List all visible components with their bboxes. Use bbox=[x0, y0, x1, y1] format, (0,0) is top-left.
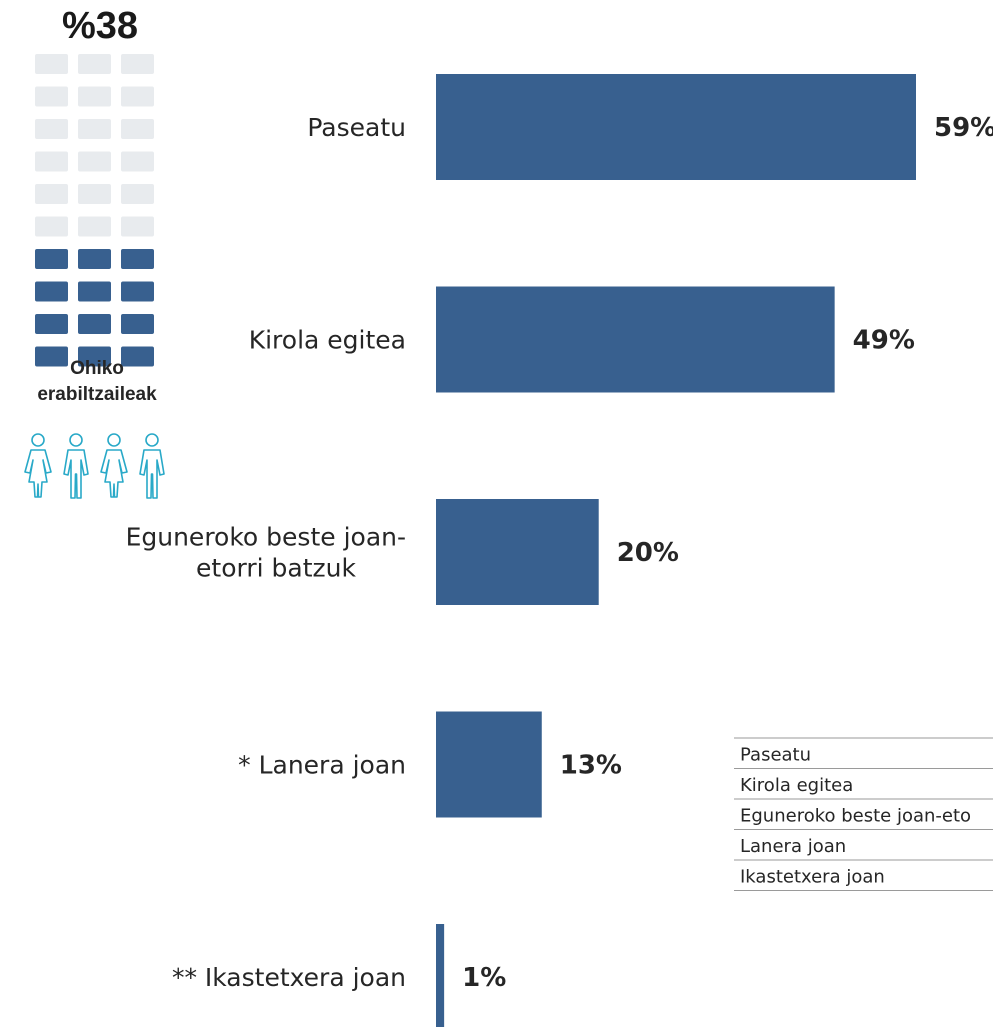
waffle-cell-filled bbox=[121, 346, 154, 367]
woman-icon bbox=[100, 433, 128, 498]
bar-1 bbox=[436, 286, 835, 393]
waffle-cell-empty bbox=[35, 216, 68, 237]
man-icon bbox=[63, 433, 89, 499]
value-label-2: 20% bbox=[617, 538, 679, 568]
category-label-3: * Lanera joan bbox=[238, 751, 406, 780]
waffle-cell-empty bbox=[121, 151, 154, 172]
waffle-cell-filled bbox=[78, 249, 111, 269]
waffle-cell-filled bbox=[35, 249, 68, 269]
waffle-cell-filled bbox=[35, 346, 68, 367]
bar-4 bbox=[436, 924, 445, 1027]
waffle-cell-empty bbox=[35, 86, 68, 107]
bar-chart: 59% Paseatu 49% Kirola egitea 20% Eguneroko b… bbox=[126, 74, 993, 1027]
waffle-cell-filled bbox=[78, 281, 111, 302]
waffle-cell-empty bbox=[35, 54, 68, 74]
waffle-cell-empty bbox=[121, 184, 154, 204]
waffle-grid bbox=[35, 54, 154, 367]
waffle-cell-empty bbox=[78, 184, 111, 204]
waffle-cell-filled bbox=[121, 281, 154, 302]
waffle-cell-empty bbox=[35, 119, 68, 139]
waffle-cell-filled bbox=[121, 314, 154, 334]
table-row-4: Ikastetxera joan bbox=[740, 867, 885, 888]
waffle-cell-empty bbox=[78, 216, 111, 237]
value-label-0: 59% bbox=[934, 113, 993, 143]
category-label-1: Kirola egitea bbox=[249, 326, 406, 355]
woman-icon bbox=[24, 433, 52, 498]
waffle-cell-empty bbox=[121, 119, 154, 139]
table-row-2: Eguneroko beste joan-eto bbox=[740, 806, 971, 827]
percent-label: %38 bbox=[62, 5, 138, 47]
waffle-cell-empty bbox=[78, 151, 111, 172]
caption-line-2: erabiltzaileak bbox=[37, 384, 157, 405]
value-label-4: 1% bbox=[462, 963, 506, 993]
people-icons bbox=[24, 433, 165, 499]
waffle-cell-empty bbox=[35, 151, 68, 172]
waffle-cell-filled bbox=[78, 314, 111, 334]
bar-3 bbox=[436, 711, 542, 818]
waffle-cell-empty bbox=[78, 119, 111, 139]
value-label-3: 13% bbox=[560, 751, 622, 781]
caption-line-1: Ohiko bbox=[70, 358, 124, 379]
waffle-cell-empty bbox=[35, 184, 68, 204]
bar-2 bbox=[436, 499, 599, 605]
waffle-cell-empty bbox=[121, 54, 154, 74]
waffle-cell-filled bbox=[35, 314, 68, 334]
waffle-cell-filled bbox=[121, 249, 154, 269]
category-label-2-line-0: Eguneroko beste joan- bbox=[126, 523, 406, 552]
value-label-1: 49% bbox=[853, 326, 915, 356]
category-label-2-line-1: etorri batzuk bbox=[196, 554, 356, 583]
legend-table: Paseatu Kirola egitea Eguneroko beste joan… bbox=[734, 737, 993, 891]
waffle-cell-filled bbox=[35, 281, 68, 302]
man-icon bbox=[139, 433, 165, 499]
table-row-1: Kirola egitea bbox=[740, 775, 853, 796]
waffle-cell-empty bbox=[121, 86, 154, 107]
category-label-4: ** Ikastetxera joan bbox=[172, 963, 406, 992]
waffle-cell-empty bbox=[121, 216, 154, 237]
waffle-cell-empty bbox=[78, 54, 111, 74]
category-label-0: Paseatu bbox=[307, 113, 406, 142]
waffle-cell-empty bbox=[78, 86, 111, 107]
waffle-cell-filled bbox=[78, 346, 111, 367]
infographic-panel: %38 Ohiko erabiltzaileak bbox=[24, 5, 165, 499]
table-row-0: Paseatu bbox=[740, 745, 811, 766]
table-row-3: Lanera joan bbox=[740, 836, 846, 857]
bar-0 bbox=[436, 74, 916, 180]
